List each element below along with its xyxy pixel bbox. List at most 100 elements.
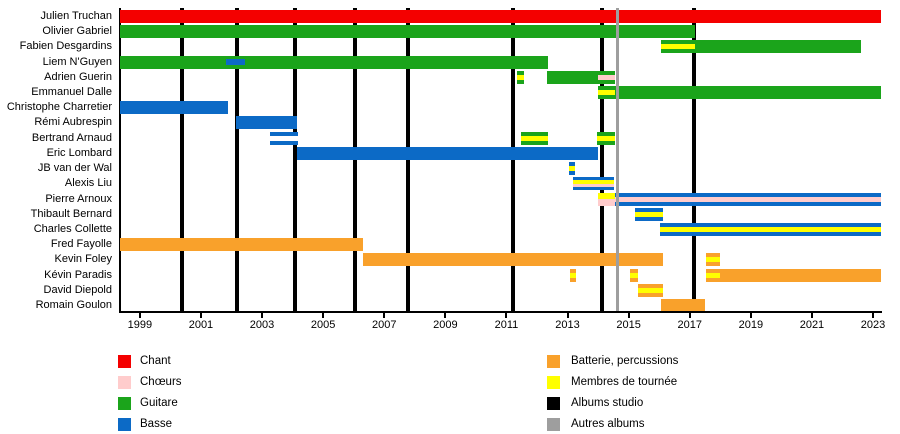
bar-layer-guitare xyxy=(694,40,861,54)
member-label: Alexis Liu xyxy=(64,177,112,190)
axis-tick xyxy=(627,313,630,318)
timeline-bar-segment xyxy=(660,40,695,54)
legend-label-autres: Autres albums xyxy=(571,418,645,430)
studio-album-line xyxy=(600,8,605,311)
timeline-bar-segment xyxy=(516,70,524,84)
bar-layer-tournee xyxy=(629,272,638,278)
axis-tick xyxy=(688,313,691,318)
axis-tick xyxy=(749,313,752,318)
year-label: 2001 xyxy=(188,319,214,331)
y-axis-line xyxy=(119,8,121,313)
x-axis-line xyxy=(119,311,882,313)
bar-layer-basse xyxy=(614,201,881,206)
axis-tick xyxy=(261,313,264,318)
bar-layer-guitare xyxy=(597,79,615,84)
member-label: Fred Fayolle xyxy=(50,238,112,251)
timeline-bar-segment xyxy=(629,268,638,282)
bar-layer-guitare xyxy=(516,79,524,84)
timeline-bar-inset-basse xyxy=(226,59,245,66)
legend-swatch-choeurs xyxy=(118,376,131,389)
studio-album-line xyxy=(293,8,298,311)
timeline-bar-segment xyxy=(660,298,705,312)
bar-layer-guitare xyxy=(516,70,524,75)
bar-layer-basse xyxy=(659,231,881,236)
timeline-bar-segment xyxy=(547,70,598,84)
timeline-bar-segment xyxy=(362,253,663,267)
bar-layer-basse xyxy=(614,192,881,197)
bar-layer-tournee xyxy=(597,90,615,96)
legend-swatch-tournee xyxy=(547,376,560,389)
timeline-bar-segment xyxy=(270,131,299,145)
timeline-bar-segment xyxy=(635,207,663,221)
axis-tick xyxy=(138,313,141,318)
member-label: Kevin Foley xyxy=(54,253,112,266)
bar-layer-batterie xyxy=(705,268,720,273)
legend-label-batterie: Batterie, percussions xyxy=(571,355,679,367)
axis-tick xyxy=(444,313,447,318)
bar-layer-guitare xyxy=(660,49,695,54)
bar-layer-tournee xyxy=(597,192,615,200)
legend-label-studio: Albums studio xyxy=(571,397,644,409)
legend-label-tournee: Membres de tournée xyxy=(571,376,678,388)
studio-album-line xyxy=(235,8,239,311)
timeline-bar-segment xyxy=(573,177,614,191)
bar-layer-guitare xyxy=(520,140,548,145)
timeline-bar-segment xyxy=(705,268,720,282)
bar-layer-choeurs xyxy=(573,183,614,188)
bar-layer-batterie xyxy=(570,268,576,273)
bar-layer-basse xyxy=(573,187,614,191)
bar-layer-guitare xyxy=(597,95,615,100)
member-label: Pierre Arnoux xyxy=(45,192,112,205)
legend-swatch-batterie xyxy=(547,355,560,368)
bar-layer-tournee xyxy=(569,166,575,172)
axis-tick xyxy=(566,313,569,318)
bar-layer-tournee xyxy=(520,135,548,141)
legend-label-guitare: Guitare xyxy=(140,397,178,409)
bar-layer-basse xyxy=(569,162,575,167)
timeline-bar-segment xyxy=(296,146,598,160)
timeline-bar-segment xyxy=(520,131,548,145)
timeline-bar-segment xyxy=(120,55,548,69)
bar-layer-batterie xyxy=(660,298,705,312)
bar-layer-guitare xyxy=(120,25,695,39)
legend-label-choeurs: Chœurs xyxy=(140,376,182,388)
timeline-bar-segment xyxy=(120,10,881,23)
bar-layer-guitare xyxy=(547,70,598,84)
bar-layer-tournee xyxy=(596,135,615,141)
axis-tick xyxy=(810,313,813,318)
timeline-bar-segment xyxy=(120,101,229,115)
bar-layer-choeurs xyxy=(597,199,615,206)
timeline-bar-segment xyxy=(570,268,576,282)
timeline-bar-segment xyxy=(614,192,881,206)
timeline-bar-segment xyxy=(659,222,881,236)
year-label: 2003 xyxy=(249,319,275,331)
member-label: Olivier Gabriel xyxy=(42,25,112,38)
bar-layer-tournee xyxy=(516,74,524,80)
bar-layer-blank xyxy=(270,135,299,141)
bar-layer-basse xyxy=(236,116,297,130)
member-label: Romain Goulon xyxy=(35,298,112,311)
timeline-bar-segment xyxy=(596,131,615,145)
bar-layer-chant xyxy=(120,10,881,23)
timeline-bar-segment xyxy=(719,268,881,282)
bar-layer-batterie xyxy=(362,253,663,267)
timeline-bar-segment xyxy=(120,25,695,39)
timeline-bar-segment xyxy=(597,70,615,84)
year-label: 2009 xyxy=(433,319,458,331)
timeline-bar-segment xyxy=(614,86,881,100)
bar-layer-basse xyxy=(569,171,575,176)
member-label: Thibault Bernard xyxy=(30,207,112,220)
member-label: Rémi Aubrespin xyxy=(34,116,112,129)
member-label: Eric Lombard xyxy=(46,146,112,159)
bar-layer-batterie xyxy=(637,292,663,297)
timeline-bar-segment xyxy=(705,253,720,267)
bar-layer-tournee xyxy=(705,257,720,263)
bar-layer-basse xyxy=(573,177,614,181)
studio-album-line xyxy=(180,8,185,311)
bar-layer-basse xyxy=(270,140,299,145)
bar-layer-basse xyxy=(635,216,663,221)
year-label: 2015 xyxy=(616,319,641,331)
legend-swatch-guitare xyxy=(118,397,131,410)
axis-tick xyxy=(383,313,386,318)
